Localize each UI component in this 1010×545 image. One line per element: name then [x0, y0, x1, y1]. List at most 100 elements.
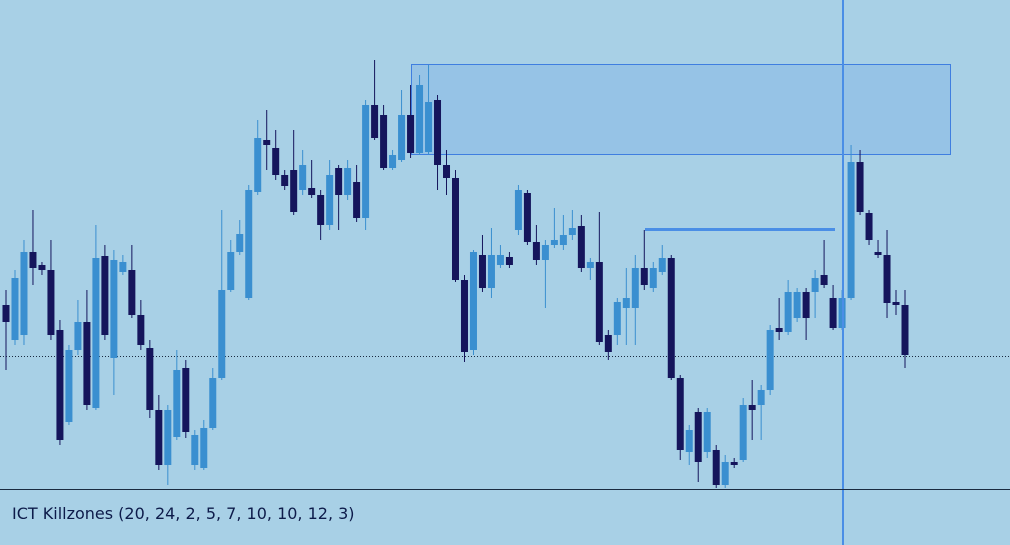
candle-body — [425, 102, 433, 152]
candle-body — [847, 162, 855, 298]
candle-body — [550, 240, 558, 245]
candle-body — [460, 280, 468, 352]
candle-body — [209, 378, 217, 428]
candle-body — [577, 226, 585, 268]
candle-body — [335, 168, 343, 195]
candle-body — [514, 190, 522, 230]
candle-body — [487, 255, 495, 288]
candle-body — [56, 330, 64, 440]
candle-body — [829, 298, 837, 328]
candle-body — [182, 368, 190, 432]
candle-body — [317, 195, 325, 225]
candle-body — [281, 175, 289, 186]
candle-body — [20, 252, 28, 335]
candle-body — [47, 270, 55, 335]
candle-body — [721, 462, 729, 485]
candle-body — [748, 405, 756, 410]
candle-body — [874, 252, 882, 255]
candle-body — [649, 268, 657, 288]
candle-body — [496, 255, 504, 265]
candle-body — [218, 290, 226, 378]
candle-body — [38, 265, 46, 270]
candle-body — [901, 305, 909, 355]
candle-body — [532, 242, 540, 260]
candle-body — [766, 330, 774, 390]
candle-body — [667, 258, 675, 378]
candle-body — [74, 322, 82, 350]
candle-body — [29, 252, 37, 268]
candle-body — [595, 262, 603, 342]
candle-body — [173, 370, 181, 437]
candle-body — [254, 138, 262, 192]
candle-body — [83, 322, 91, 405]
candle-body — [811, 278, 819, 292]
candle-body — [200, 428, 208, 468]
candle-body — [344, 168, 352, 195]
candle-body — [685, 430, 693, 452]
candle-body — [892, 302, 900, 305]
candle-body — [2, 305, 10, 322]
candle-body — [380, 115, 388, 168]
candle-body — [290, 170, 298, 212]
candle-body — [568, 228, 576, 235]
candle-body — [784, 292, 792, 332]
candle-body — [703, 412, 711, 452]
candle-body — [793, 292, 801, 318]
candle-body — [146, 348, 154, 410]
candle-body — [730, 462, 738, 465]
candle-body — [622, 298, 630, 308]
candle-body — [586, 262, 594, 268]
candle-body — [137, 315, 145, 345]
candle-body — [613, 302, 621, 335]
candle-body — [11, 278, 19, 340]
candle-body — [434, 100, 442, 165]
candle-body — [371, 105, 379, 138]
candle-body — [856, 162, 864, 212]
candle-body — [353, 182, 361, 218]
candle-body — [757, 390, 765, 405]
candle-body — [469, 252, 477, 350]
candle-body — [452, 178, 459, 280]
candle-body — [326, 175, 334, 225]
candle-body — [155, 410, 163, 465]
candle-body — [245, 190, 253, 298]
candle-body — [676, 378, 684, 450]
candles — [2, 60, 909, 488]
candle-body — [478, 255, 486, 288]
candle-body — [101, 256, 109, 335]
candle-body — [65, 350, 73, 422]
candle-body — [604, 335, 612, 352]
candle-body — [631, 268, 639, 308]
candle-body — [398, 115, 406, 160]
candle-body — [505, 257, 513, 265]
candle-body — [308, 188, 316, 195]
candle-body — [92, 258, 100, 408]
candle-body — [775, 328, 783, 332]
candle-body — [128, 270, 136, 315]
candle-body — [407, 115, 415, 153]
candle-body — [694, 412, 702, 462]
candle-body — [559, 235, 567, 245]
zone-box — [411, 64, 951, 155]
candle-body — [865, 213, 873, 240]
candle-body — [541, 245, 549, 260]
candle-body — [263, 140, 271, 145]
candle-body — [362, 105, 370, 218]
candle-body — [227, 252, 235, 290]
candle-body — [416, 85, 424, 153]
candle-body — [658, 258, 666, 272]
candle-body — [443, 165, 451, 178]
candle-body — [272, 148, 280, 175]
candle-body — [712, 450, 720, 485]
candle-body — [883, 255, 891, 303]
candle-body — [820, 275, 828, 285]
candle-body — [236, 234, 244, 252]
candle-body — [299, 165, 307, 190]
candle-body — [119, 262, 127, 272]
candle-body — [110, 260, 118, 358]
candle-body — [802, 292, 810, 318]
candle-body — [164, 410, 172, 465]
candle-body — [739, 405, 747, 460]
